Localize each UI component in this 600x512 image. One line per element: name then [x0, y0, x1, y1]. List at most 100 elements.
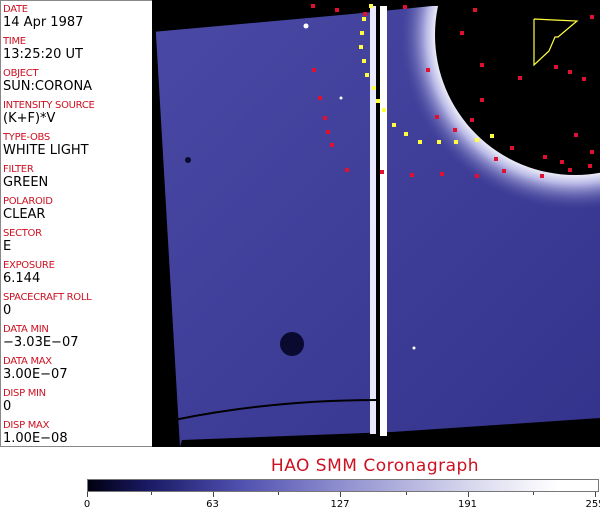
marker	[362, 17, 366, 21]
marker	[359, 45, 363, 49]
pylon-gap	[376, 6, 380, 434]
field-type-obs: TYPE-OBS WHITE LIGHT	[3, 132, 89, 158]
field-label: DATE	[3, 4, 28, 15]
coronagraph-image-svg	[152, 0, 600, 447]
field-label: TYPE-OBS	[3, 132, 50, 143]
marker	[568, 168, 572, 172]
field-value: SUN:CORONA	[3, 79, 93, 94]
marker	[568, 70, 572, 74]
bright-point	[339, 96, 343, 100]
dust-spot-small	[185, 157, 191, 163]
marker	[404, 132, 408, 136]
bright-point	[303, 23, 309, 29]
colorbar-tick-label: 63	[206, 499, 219, 510]
colorbar-minor-tick	[278, 492, 280, 495]
field-label: DISP MIN	[3, 388, 46, 399]
marker	[460, 31, 464, 35]
marker	[590, 15, 594, 19]
marker	[382, 108, 386, 112]
marker	[410, 173, 414, 177]
field-spacecraft-roll: SPACECRAFT ROLL 0	[3, 292, 92, 318]
marker	[362, 59, 366, 63]
marker	[480, 98, 484, 102]
plot-title: HAO SMM Coronagraph	[270, 456, 480, 476]
bright-point	[412, 346, 416, 350]
marker	[560, 160, 564, 164]
field-value: −3.03E−07	[3, 335, 79, 350]
marker	[345, 168, 349, 172]
colorbar-tick	[595, 492, 596, 497]
marker	[369, 4, 373, 8]
field-value: 6.144	[3, 271, 41, 286]
marker	[510, 146, 514, 150]
left-mask	[152, 0, 180, 447]
colorbar	[87, 479, 599, 492]
field-value: E	[3, 239, 12, 254]
field-value: 13:25:20 UT	[3, 47, 83, 62]
colorbar-minor-tick	[533, 492, 535, 495]
field-label: DISP MAX	[3, 420, 50, 431]
field-intensity-source: INTENSITY SOURCE (K+F)*V	[3, 100, 95, 126]
marker	[365, 73, 369, 77]
field-value: WHITE LIGHT	[3, 143, 89, 158]
marker	[473, 8, 477, 12]
colorbar-minor-tick	[150, 492, 152, 495]
marker	[360, 31, 364, 35]
field-label: OBJECT	[3, 68, 39, 79]
marker	[480, 63, 484, 67]
field-label: FILTER	[3, 164, 34, 175]
marker	[312, 68, 316, 72]
marker	[475, 174, 479, 178]
field-value: 3.00E−07	[3, 367, 68, 382]
top-mask	[152, 0, 600, 32]
field-filter: FILTER GREEN	[3, 164, 48, 190]
colorbar-tick	[340, 492, 341, 497]
marker	[590, 150, 594, 154]
field-label: DATA MAX	[3, 356, 52, 367]
field-label: SPACECRAFT ROLL	[3, 292, 92, 303]
marker	[574, 133, 578, 137]
marker	[582, 77, 586, 81]
marker	[494, 157, 498, 161]
marker	[588, 164, 592, 168]
marker	[475, 138, 479, 142]
marker	[470, 118, 474, 122]
colorbar-tick	[87, 492, 88, 497]
colorbar-tick	[212, 492, 214, 497]
field-value: GREEN	[3, 175, 49, 190]
colorbar-tick-label: 255	[585, 499, 600, 510]
marker	[392, 123, 396, 127]
colorbar-tick-label: 0	[83, 499, 91, 510]
marker	[454, 140, 458, 144]
field-object: OBJECT SUN:CORONA	[3, 68, 92, 94]
marker	[372, 86, 376, 90]
dust-spot	[280, 332, 304, 356]
marker	[437, 140, 441, 144]
pylon-stripe	[380, 6, 387, 436]
field-label: INTENSITY SOURCE	[3, 100, 95, 111]
marker	[502, 169, 506, 173]
field-polaroid: POLAROID CLEAR	[3, 196, 53, 222]
occulting-disk	[435, 0, 600, 175]
colorbar-tick-label: 127	[330, 499, 350, 510]
field-sector: SECTOR E	[3, 228, 42, 254]
marker	[435, 115, 439, 119]
field-value: 1.00E−08	[3, 431, 68, 446]
marker	[490, 134, 494, 138]
field-disp-max: DISP MAX 1.00E−08	[3, 420, 68, 446]
marker	[518, 76, 522, 80]
marker	[540, 174, 544, 178]
field-value: 0	[3, 399, 12, 414]
field-date: DATE 14 Apr 1987	[3, 4, 83, 30]
field-label: TIME	[3, 36, 26, 47]
marker	[318, 96, 322, 100]
header-info-panel: DATE 14 Apr 1987 TIME 13:25:20 UT OBJECT SUN:…	[0, 0, 152, 447]
bottom-mask	[180, 418, 600, 447]
field-value: (K+F)*V	[3, 111, 56, 126]
field-data-max: DATA MAX 3.00E−07	[3, 356, 68, 382]
marker	[323, 116, 327, 120]
marker	[418, 140, 422, 144]
colorbar-tick-label: 191	[457, 499, 478, 510]
pylon-edge-left	[370, 6, 376, 434]
marker	[363, 12, 367, 16]
